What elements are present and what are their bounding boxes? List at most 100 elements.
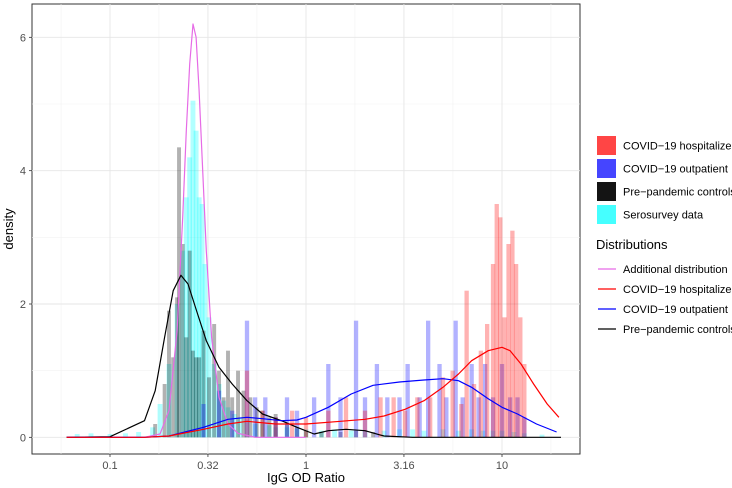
bar-covid-19-hospitalized [303,417,309,438]
bar-pre-pandemic-controls [212,324,217,438]
bar-serosurvey-data [456,430,461,438]
bar-pre-pandemic-controls [273,414,278,438]
legend-key-swatch [597,136,616,155]
bar-covid-19-outpatient [444,397,449,438]
density-curves [66,23,561,438]
bar-covid-19-outpatient [417,397,422,438]
bar-serosurvey-data [202,264,208,438]
bar-covid-19-hospitalized [459,404,464,438]
bar-covid-19-hospitalized [402,410,408,438]
histogram-covid-19-hospitalized [244,204,527,438]
bar-pre-pandemic-controls [241,390,246,438]
bar-serosurvey-data [303,429,309,438]
bar-covid-19-outpatient [507,397,513,438]
bar-covid-19-outpatient [405,364,410,438]
bar-serosurvey-data [193,130,199,438]
y-tick-label: 4 [20,166,26,178]
legend-key-swatch [597,159,616,178]
x-tick-label: 0.32 [197,460,218,472]
bar-covid-19-hospitalized [326,410,331,438]
histogram-bars [74,100,545,438]
histogram-pre-pandemic-controls [153,147,376,438]
bar-pre-pandemic-controls [260,410,265,438]
bar-serosurvey-data [284,427,290,438]
bar-serosurvey-data [294,428,300,438]
bar-pre-pandemic-controls [187,250,192,438]
bar-serosurvey-data [480,430,486,438]
bar-serosurvey-data [157,404,163,438]
bar-pre-pandemic-controls [221,397,226,438]
bar-covid-19-hospitalized [490,264,496,438]
bar-serosurvey-data [187,157,193,438]
bar-pre-pandemic-controls [285,424,289,438]
legend-label: Pre−pandemic controls [623,324,732,336]
bar-serosurvey-data [221,400,227,438]
bar-serosurvey-data [180,250,186,438]
bar-pre-pandemic-controls [319,432,324,438]
bar-covid-19-outpatient [482,364,488,438]
y-tick-label: 2 [20,299,26,311]
y-tick-label: 0 [20,432,26,444]
bar-covid-19-outpatient [284,397,290,438]
bar-serosurvey-data [231,414,237,438]
bar-covid-19-outpatient [385,397,390,438]
bar-serosurvey-data [499,430,505,438]
bar-covid-19-hospitalized [362,410,368,438]
bar-covid-19-outpatient [469,364,474,438]
bar-covid-19-outpatient [326,364,331,438]
bar-serosurvey-data [397,429,402,438]
bar-covid-19-outpatient [437,364,442,438]
bar-pre-pandemic-controls [267,417,272,438]
bar-covid-19-outpatient [515,397,520,438]
bar-serosurvey-data [362,430,368,438]
bar-pre-pandemic-controls [190,350,195,438]
bar-serosurvey-data [237,417,243,438]
density-line-covid-19-outpatient [66,378,557,438]
bar-serosurvey-data [490,430,496,438]
bar-covid-19-hospitalized [244,370,250,438]
legend-label: Additional distribution [623,264,728,276]
bar-serosurvey-data [216,384,222,438]
bar-serosurvey-data [211,364,217,438]
bar-serosurvey-data [521,433,527,438]
x-tick-label: 10 [496,460,508,472]
bar-pre-pandemic-controls [175,297,180,438]
bar-serosurvey-data [539,434,545,438]
y-axis-title: density [1,208,16,250]
bar-covid-19-outpatient [499,364,505,438]
bar-covid-19-hospitalized [510,230,515,438]
bar-pre-pandemic-controls [338,432,343,438]
legend-label: COVID−19 outpatient [623,164,728,176]
bar-serosurvey-data [421,430,427,438]
bar-serosurvey-data [440,429,446,438]
x-tick-label: 3.16 [393,460,414,472]
bar-covid-19-hospitalized [513,264,519,438]
bar-serosurvey-data [199,204,205,438]
bar-serosurvey-data [273,427,279,438]
bar-serosurvey-data [469,429,475,438]
legend-label: COVID−19 hospitalized [623,284,732,296]
bar-serosurvey-data [123,433,128,438]
bar-covid-19-outpatient [374,364,380,438]
bar-serosurvey-data [183,197,189,438]
bar-pre-pandemic-controls [354,430,358,438]
bar-covid-19-outpatient [216,390,222,438]
bar-pre-pandemic-controls [197,357,202,438]
bar-covid-19-hospitalized [494,204,499,438]
bar-covid-19-hospitalized [471,384,477,438]
bar-covid-19-hospitalized [485,324,490,438]
bar-pre-pandemic-controls [194,357,199,438]
density-line-pre-pandemic-controls [66,274,561,438]
bar-covid-19-outpatient [263,397,268,438]
density-line-covid-19-hospitalized [66,346,560,438]
bar-pre-pandemic-controls [304,430,308,438]
bar-covid-19-outpatient [426,320,431,438]
bar-serosurvey-data [252,424,258,438]
bar-pre-pandemic-controls [162,384,167,438]
bar-covid-19-hospitalized [428,397,433,438]
bar-pre-pandemic-controls [201,330,206,438]
legend-label: Pre−pandemic controls [623,187,732,199]
bar-covid-19-hospitalized [440,377,446,438]
x-tick-label: 1 [303,460,309,472]
